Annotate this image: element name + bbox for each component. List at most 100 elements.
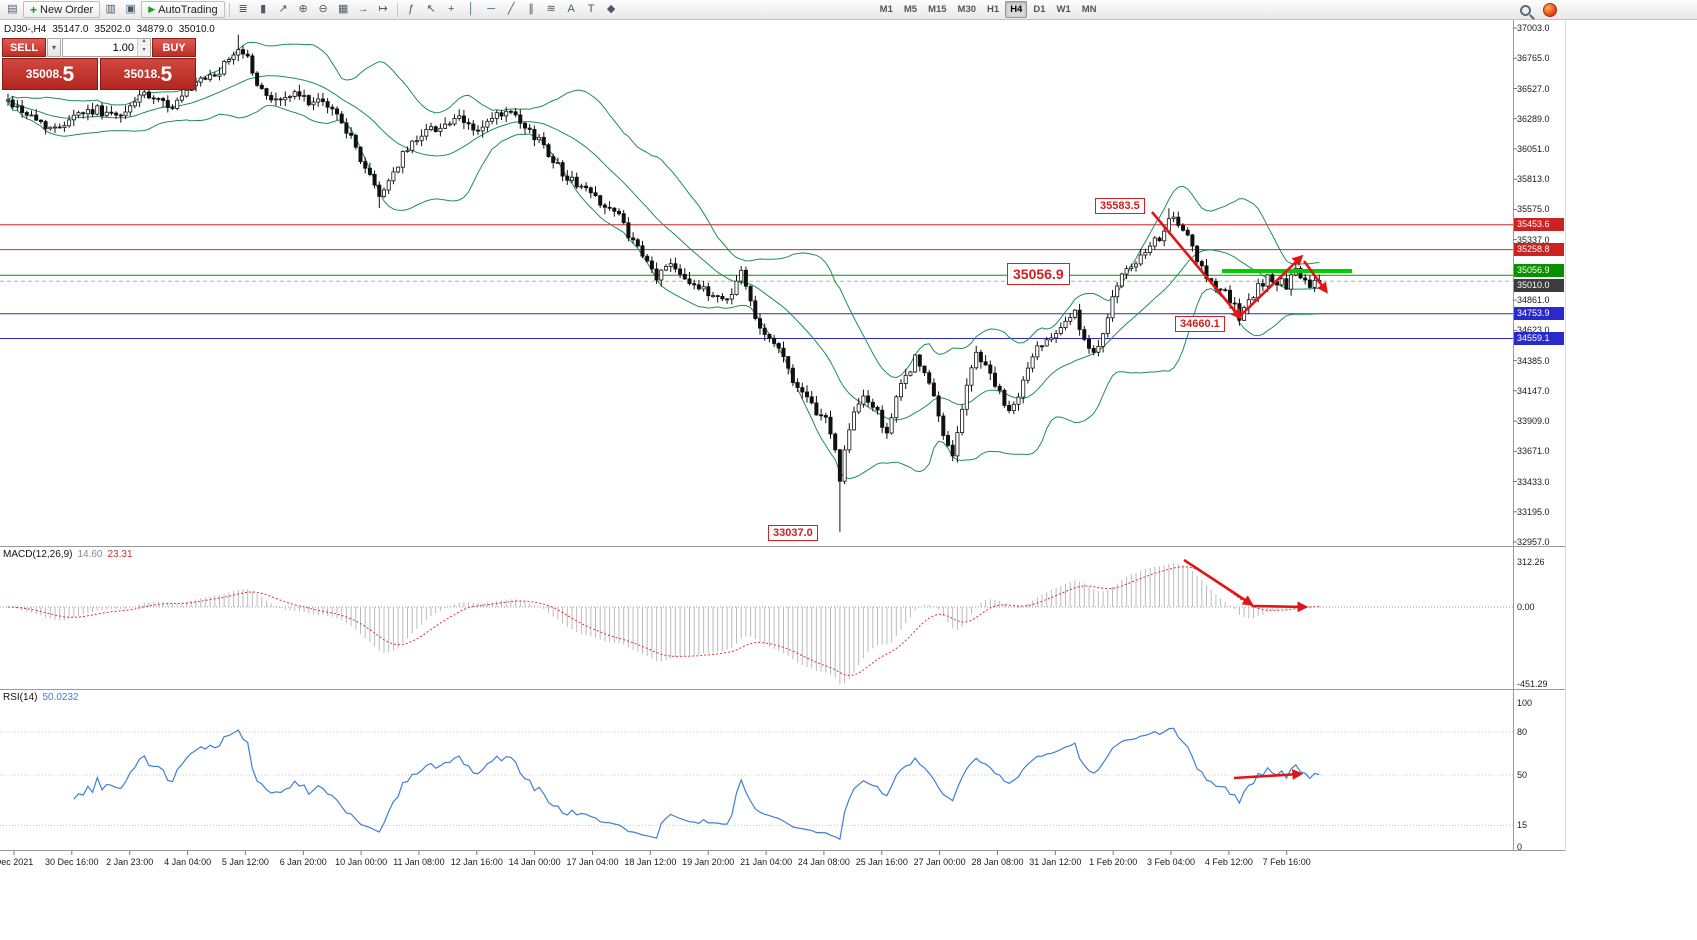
macd-axis-label: -451.29: [1517, 679, 1548, 689]
volume-stepper[interactable]: ▴ ▾: [137, 38, 150, 56]
candlestick-chart-icon: ▮: [260, 3, 267, 15]
toolbar-separator: [228, 2, 230, 17]
horizontal-line-button[interactable]: ─: [482, 1, 501, 18]
price-annotation[interactable]: 35056.9: [1007, 263, 1070, 285]
time-axis-label: Dec 2021: [0, 857, 34, 867]
timeframe-h1-button[interactable]: H1: [987, 4, 1000, 15]
community-badge-icon[interactable]: [1543, 3, 1557, 17]
price-axis-label: 36765.0: [1517, 53, 1550, 64]
timeframe-m1-button[interactable]: M1: [879, 4, 893, 15]
timeframe-m5-button[interactable]: M5: [903, 4, 918, 15]
channel-icon: ∥: [528, 3, 534, 15]
sell-price[interactable]: 35008. 5: [2, 58, 98, 90]
macd-name: MACD(12,26,9): [3, 549, 73, 560]
chart-window-button[interactable]: ▥: [101, 1, 120, 18]
rsi-name: RSI(14): [3, 692, 38, 703]
volume-down-icon[interactable]: ▾: [142, 46, 146, 53]
sell-button[interactable]: SELL: [2, 38, 46, 57]
buy-button[interactable]: BUY: [152, 38, 196, 57]
macd-label: MACD(12,26,9) 14.60 23.31: [3, 549, 133, 560]
volume-up-icon[interactable]: ▴: [142, 38, 146, 44]
price-axis-label: 33433.0: [1517, 476, 1550, 487]
auto-scroll-icon: →: [357, 3, 369, 15]
indicators-button[interactable]: ƒ: [402, 1, 421, 18]
time-axis-label: 17 Jan 04:00: [566, 857, 619, 867]
price-axis-label: 34147.0: [1517, 385, 1550, 396]
rsi-axis-label: 0: [1517, 842, 1523, 852]
price-annotation[interactable]: 34660.1: [1175, 316, 1225, 332]
timeframe-mn-button[interactable]: MN: [1081, 4, 1097, 15]
new-order-button[interactable]: + New Order: [23, 1, 101, 18]
buy-price[interactable]: 35018. 5: [100, 58, 196, 90]
symbol-period-label: DJ30-,H4: [4, 24, 47, 35]
time-axis-label: 7 Feb 16:00: [1262, 857, 1311, 867]
price-tag: 35453.6: [1514, 218, 1564, 232]
bars-chart-button[interactable]: ≣: [234, 1, 253, 18]
price-annotation[interactable]: 33037.0: [768, 525, 818, 541]
candlestick-chart-button[interactable]: ▮: [254, 1, 273, 18]
crosshair-icon: +: [447, 3, 455, 15]
time-axis-label: 27 Jan 00:00: [913, 857, 966, 867]
rsi-value: 50.0232: [42, 692, 79, 703]
price-axis-label: 33671.0: [1517, 446, 1550, 457]
shapes-button[interactable]: ◆: [602, 1, 621, 18]
panel-borders: [0, 20, 1566, 855]
time-axis-label: 11 Jan 08:00: [393, 857, 445, 867]
new-order-label: New Order: [40, 3, 94, 16]
chart-ohlc-info: DJ30-,H4 35147.0 35202.0 34879.0 35010.0: [4, 24, 215, 35]
time-axis-label: 21 Jan 04:00: [740, 857, 793, 867]
new-order-icon: +: [30, 2, 38, 17]
fibonacci-button[interactable]: ≋: [542, 1, 561, 18]
text-button[interactable]: A: [562, 1, 581, 18]
price-axis-label: 36527.0: [1517, 83, 1550, 94]
timeframe-m30-button[interactable]: M30: [957, 4, 977, 15]
profiles-button[interactable]: ▣: [121, 1, 140, 18]
trendline-button[interactable]: ╱: [502, 1, 521, 18]
price-tag: 34753.9: [1514, 307, 1564, 321]
timeframe-d1-button[interactable]: D1: [1033, 4, 1046, 15]
volume-input[interactable]: [63, 39, 137, 56]
channel-button[interactable]: ∥: [522, 1, 541, 18]
price-axis-label: 34861.0: [1517, 295, 1550, 306]
autotrading-button[interactable]: ▶ AutoTrading: [141, 1, 225, 18]
cursor-icon: ↖: [426, 3, 436, 15]
label-button[interactable]: T: [582, 1, 601, 18]
timeframe-m15-button[interactable]: M15: [928, 4, 947, 15]
crosshair-button[interactable]: +: [442, 1, 461, 18]
zoom-in-button[interactable]: ⊕: [294, 1, 313, 18]
cursor-button[interactable]: ↖: [422, 1, 441, 18]
toolbar-separator: [396, 2, 398, 17]
trade-options-dropdown[interactable]: ▾: [47, 38, 61, 57]
price-axis-label: 34385.0: [1517, 355, 1550, 366]
time-axis-label: 10 Jan 00:00: [335, 857, 388, 867]
rsi-axis-label: 100: [1517, 698, 1533, 708]
search-icon[interactable]: [1520, 4, 1531, 16]
time-axis-label: 18 Jan 12:00: [624, 857, 677, 867]
zoom-out-button[interactable]: ⊖: [314, 1, 333, 18]
line-chart-button[interactable]: ↗: [274, 1, 293, 18]
main-toolbar: ▤ + New Order ▥ ▣ ▶ AutoTrading ≣ ▮ ↗ ⊕ ⊖ ▦ → ↦ ƒ ↖ + │ ─ ╱ ∥…: [0, 0, 1697, 20]
macd-signal-value: 23.31: [107, 549, 133, 560]
zoom-out-icon: ⊖: [318, 3, 328, 15]
app-menu-button[interactable]: ▤: [3, 1, 22, 18]
vertical-line-button[interactable]: │: [462, 1, 481, 18]
time-axis-label: 28 Jan 08:00: [971, 857, 1024, 867]
chart-shift-button[interactable]: ↦: [374, 1, 393, 18]
price-tag: 34559.1: [1514, 332, 1564, 345]
macd-axis-label: 0.00: [1517, 602, 1535, 612]
timeframe-h4-button[interactable]: H4: [1005, 1, 1028, 18]
time-axis-label: 25 Jan 16:00: [855, 857, 908, 867]
price-axis-label: 35575.0: [1517, 204, 1550, 215]
autotrading-label: AutoTrading: [158, 3, 218, 16]
indicators-icon: ƒ: [408, 3, 415, 15]
price-annotation[interactable]: 35583.5: [1095, 198, 1145, 214]
time-axis-label: 2 Jan 23:00: [106, 857, 154, 867]
auto-scroll-button[interactable]: →: [354, 1, 373, 18]
low-value: 34879.0: [136, 24, 173, 35]
time-axis-label: 6 Jan 20:00: [279, 857, 327, 867]
one-click-trading-panel: SELL ▾ ▴▾ BUY 35008.5 35018.5: [2, 38, 196, 90]
price-axis-label: 35337.0: [1517, 234, 1550, 245]
timeframe-w1-button[interactable]: W1: [1056, 4, 1071, 15]
tile-windows-button[interactable]: ▦: [334, 1, 353, 18]
